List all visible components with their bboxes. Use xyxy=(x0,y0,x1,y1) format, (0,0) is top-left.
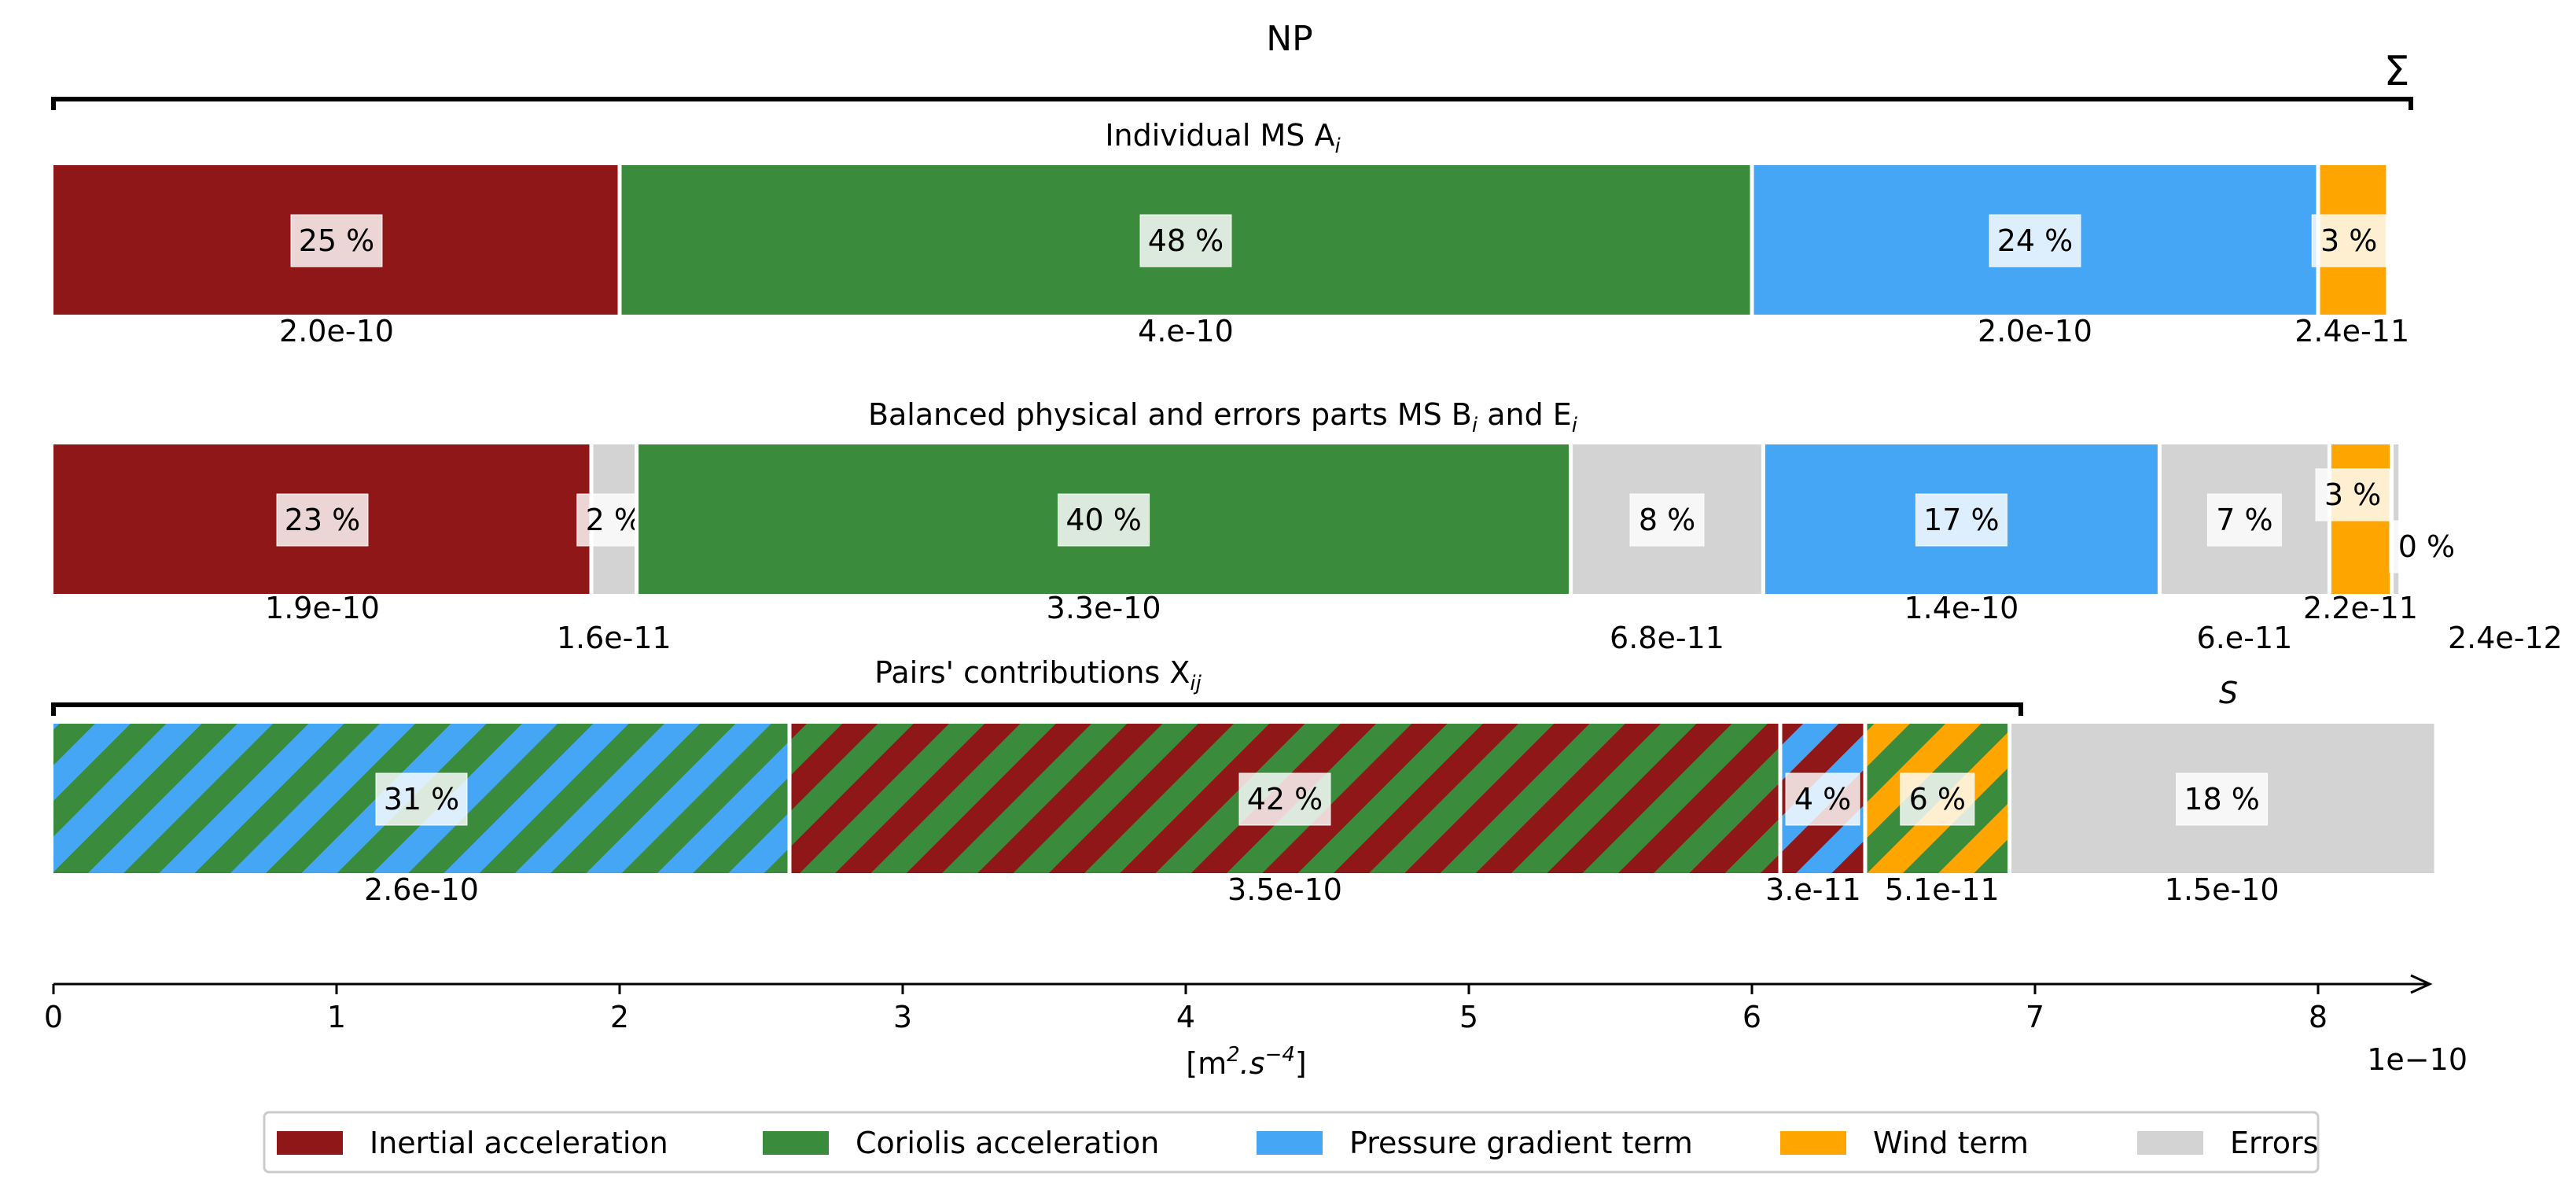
x-axis xyxy=(53,974,2433,994)
pct-label: 0 % xyxy=(2398,529,2455,564)
x-tick-label: 7 xyxy=(2026,1000,2044,1034)
value-label: 5.1e-11 xyxy=(1885,872,2000,907)
x-axis-label-part4: −4 xyxy=(1265,1043,1295,1067)
legend-label-errors: Errors xyxy=(2230,1126,2318,1160)
row-title-pairs-sub: ij xyxy=(1190,672,1202,695)
pct-label: 24 % xyxy=(1997,223,2074,258)
pct-box xyxy=(2389,520,2464,573)
row-title-balanced-sub: i xyxy=(1472,414,1478,437)
pct-label: 3 % xyxy=(2320,223,2377,258)
np-bracket xyxy=(51,97,2413,110)
legend-swatch-pressure-gradient-term xyxy=(1257,1131,1323,1155)
x-tick-label: 1 xyxy=(327,1000,346,1034)
pct-box xyxy=(276,493,369,547)
row-title-balanced-sub2: i xyxy=(1572,414,1578,437)
legend-label-coriolis-acceleration: Coriolis acceleration xyxy=(856,1126,1159,1160)
x-offset-label: 1e−10 xyxy=(2367,1042,2467,1077)
pct-box xyxy=(1915,493,2007,547)
pct-label: 7 % xyxy=(2216,503,2272,537)
value-label: 2.6e-10 xyxy=(364,872,479,907)
legend-swatch-coriolis-acceleration xyxy=(763,1131,829,1155)
value-label: 3.e-11 xyxy=(1765,872,1861,907)
pct-label: 8 % xyxy=(1639,503,1695,537)
legend-swatch-wind-term xyxy=(1780,1131,1846,1155)
pct-box xyxy=(2206,493,2282,547)
pct-label: 3 % xyxy=(2324,477,2381,512)
pct-label: 6 % xyxy=(1909,782,1966,817)
value-label: 1.4e-10 xyxy=(1904,591,2018,625)
pct-label: 2 % xyxy=(586,503,642,537)
x-axis-label: [m2.s−4] xyxy=(1186,1043,1306,1081)
pct-label: 48 % xyxy=(1148,223,1224,258)
bars-layer: 25 % 2.0e-10 48 % 4.e-10 24 % 2.0e-10 3 % 2.4e-… xyxy=(53,165,2563,907)
value-label: 2.2e-11 xyxy=(2303,591,2418,625)
x-tick-label: 6 xyxy=(1742,1000,1761,1034)
x-tick-label: 2 xyxy=(610,1000,629,1034)
s-label: S xyxy=(2219,676,2238,710)
x-axis-label-part3: .s xyxy=(1240,1046,1265,1081)
value-label: 2.4e-12 xyxy=(2448,621,2563,655)
pct-label: 23 % xyxy=(285,503,361,537)
value-label: 2.0e-10 xyxy=(279,314,394,348)
x-tick-label: 0 xyxy=(44,1000,63,1034)
pct-label: 40 % xyxy=(1065,503,1142,537)
legend-label-pressure-gradient-term: Pressure gradient term xyxy=(1349,1126,1693,1160)
value-label: 2.0e-10 xyxy=(1978,314,2092,348)
row-title-balanced-text: Balanced physical and errors parts MS B xyxy=(868,397,1472,432)
x-tick-label: 5 xyxy=(1459,1000,1478,1034)
row-title-individual-text: Individual MS A xyxy=(1105,118,1334,153)
pct-label: 42 % xyxy=(1247,782,1323,817)
pairs-bracket xyxy=(51,702,2023,716)
pct-box xyxy=(2315,468,2390,522)
chart-title: NP xyxy=(1266,19,1312,59)
pct-label: 17 % xyxy=(1923,503,2000,537)
pct-box xyxy=(1785,772,1860,826)
pct-box xyxy=(375,772,468,826)
pct-label: 18 % xyxy=(2184,782,2260,817)
row-title-individual: Individual MS Ai xyxy=(1105,118,1341,158)
value-label: 6.8e-11 xyxy=(1610,621,1724,655)
x-tick-label: 8 xyxy=(2309,1000,2328,1034)
pct-box xyxy=(1139,214,1232,267)
legend-label-wind-term: Wind term xyxy=(1873,1126,2029,1160)
x-ticks: 0 1 2 3 4 5 6 7 8 xyxy=(44,984,2328,1034)
value-label: 6.e-11 xyxy=(2197,621,2293,655)
x-tick-label: 4 xyxy=(1176,1000,1195,1034)
row-title-pairs: Pairs' contributions Xij xyxy=(874,655,1202,695)
bar-row2-errors-8 xyxy=(2391,444,2399,594)
pct-box xyxy=(2176,772,2269,826)
x-axis-label-part1: [m xyxy=(1186,1046,1227,1081)
row-title-pairs-text: Pairs' contributions X xyxy=(874,655,1190,690)
pct-label: 4 % xyxy=(1794,782,1851,817)
row-title-balanced: Balanced physical and errors parts MS Bi… xyxy=(868,397,1578,437)
pct-label: 31 % xyxy=(384,782,460,817)
pct-box xyxy=(290,214,383,267)
pct-box xyxy=(1629,493,1705,547)
value-label: 4.e-10 xyxy=(1138,314,1234,348)
legend-swatch-inertial-acceleration xyxy=(277,1131,343,1155)
pct-label: 25 % xyxy=(299,223,375,258)
sum-label: Σ xyxy=(2384,48,2410,95)
value-label: 2.4e-11 xyxy=(2294,314,2409,348)
value-label: 1.5e-10 xyxy=(2165,872,2280,907)
value-label: 1.6e-11 xyxy=(557,621,672,655)
value-label: 3.3e-10 xyxy=(1047,591,1161,625)
pct-box xyxy=(1058,493,1150,547)
pct-box xyxy=(1900,772,1975,826)
x-axis-label-part2: 2 xyxy=(1227,1043,1240,1067)
legend: Inertial acceleration Coriolis accelerati… xyxy=(263,1111,2320,1174)
legend-label-inertial-acceleration: Inertial acceleration xyxy=(370,1126,668,1160)
x-axis-arrow xyxy=(2410,974,2433,994)
x-axis-label-part5: ] xyxy=(1295,1046,1307,1081)
value-label: 3.5e-10 xyxy=(1227,872,1342,907)
legend-swatch-errors xyxy=(2137,1131,2203,1155)
x-tick-label: 3 xyxy=(893,1000,912,1034)
row-title-balanced-mid: and E xyxy=(1478,397,1572,432)
row-title-individual-sub: i xyxy=(1334,135,1341,158)
pct-box xyxy=(1989,214,2081,267)
pct-box xyxy=(2311,214,2386,267)
value-label: 1.9e-10 xyxy=(265,591,380,625)
pct-box xyxy=(1238,772,1331,826)
